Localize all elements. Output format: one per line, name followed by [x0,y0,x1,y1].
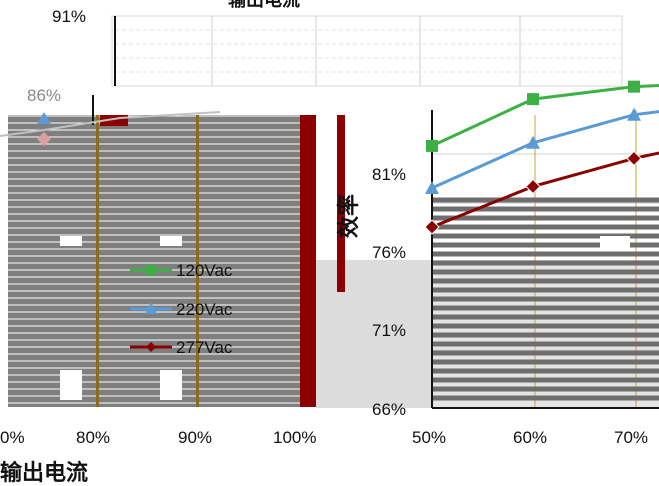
legend-item-120vac: 120Vac [130,261,233,280]
series-line-220vac [431,110,659,190]
data-marks [37,80,642,235]
y-tick-label: 66% [372,400,406,419]
glitch-bar [96,112,99,407]
data-point-diamond [525,178,541,195]
x-tick-label: 100% [273,428,316,447]
y-tick-label: 76% [372,243,406,262]
x-tick-label: 50% [412,428,446,447]
chart-title-fragment: 输出电流 [228,0,300,11]
axes [92,16,659,409]
series-line-120vac [431,83,659,148]
x-tick-label: 90% [178,428,212,447]
square-marker-icon [146,265,156,275]
x-tick-label: 60% [513,428,547,447]
glitch-block [160,370,182,400]
data-point-diamond [424,219,440,235]
glitch-bar [337,112,345,292]
top-plot-frame [111,15,623,87]
glitch-block [160,236,182,246]
glitch-panel [8,112,308,407]
x-tick-label: 70% [614,428,648,447]
glitch-bar [300,112,316,407]
data-point-triangle [526,135,540,149]
legend-item-277vac: 277Vac [130,338,233,357]
series-layer [0,83,659,229]
data-point-triangle [425,181,439,195]
glitch-bar [196,112,199,407]
glitch-block [60,370,82,400]
diamond-marker-icon [146,342,156,352]
y-tick-label: 81% [372,165,406,184]
data-point-square [628,80,640,93]
background-band [316,260,432,408]
legend-label: 277Vac [176,338,233,357]
y-tick-label: 86% [27,86,61,105]
data-point-diamond [626,150,642,167]
triangle-marker-icon [145,302,157,314]
glitch-block [60,236,82,246]
y-axis-title: 效率 [336,194,362,238]
y-tick-label: 91% [52,7,86,26]
ghost-trace [0,111,221,137]
legend-label: 220Vac [176,300,233,319]
legend-label: 120Vac [176,261,233,280]
legend-item-220vac: 220Vac [130,300,233,319]
glitch-gap [8,95,628,115]
ghost-diamond-marker [37,132,51,146]
data-point-square [426,139,438,152]
series-line-277vac [431,151,659,229]
y-tick-label: 71% [372,321,406,340]
x-axis-title: 输出电流 [0,460,88,486]
x-tick-label: 0% [0,428,25,447]
glitch-overlay [8,95,659,407]
ghost-triangle-marker [37,112,51,124]
x-tick-label: 80% [76,428,110,447]
legend: 120Vac 220Vac 277Vac [130,261,233,357]
glitch-block [600,236,630,250]
data-point-triangle [627,107,641,121]
data-point-square [527,93,539,106]
